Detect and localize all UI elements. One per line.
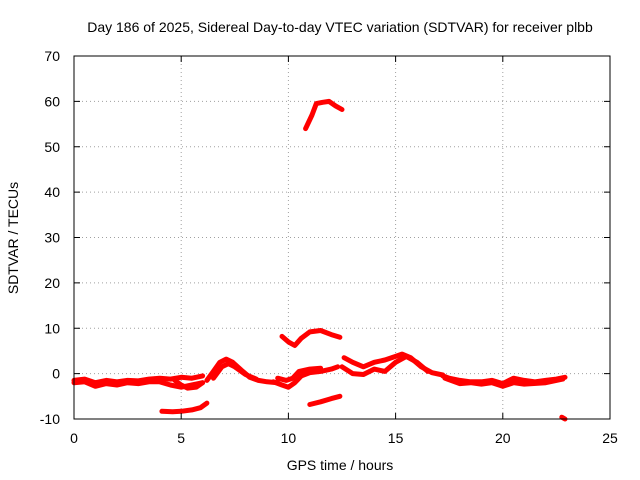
y-tick-label: 10 — [44, 320, 60, 336]
series-bump-10 — [279, 328, 343, 348]
y-axis-label: SDTVAR / TECUs — [5, 182, 21, 294]
axis-ticks — [73, 55, 611, 420]
y-tick-label: 30 — [44, 230, 60, 246]
x-tick-label: 20 — [495, 430, 511, 446]
series-mid-13-16-b — [339, 353, 431, 377]
series-dip-5-6 — [172, 377, 206, 391]
grid — [74, 56, 610, 419]
y-tick-label: 0 — [52, 366, 60, 382]
x-tick-label: 0 — [70, 430, 78, 446]
x-tick-label: 25 — [602, 430, 618, 446]
y-tick-label: 60 — [44, 93, 60, 109]
y-tick-label: 70 — [44, 48, 60, 64]
series-minus6-segment — [307, 393, 343, 407]
series-bump-60 — [303, 98, 345, 132]
y-tick-label: 50 — [44, 139, 60, 155]
y-tick-label: 20 — [44, 275, 60, 291]
series-baseline-early — [71, 373, 206, 386]
series-tail-17-21-b — [442, 375, 566, 389]
series-dip-10 — [270, 364, 341, 390]
x-axis-label: GPS time / hours — [287, 457, 394, 473]
y-tick-label: -10 — [40, 411, 60, 427]
y-tick-label: 40 — [44, 184, 60, 200]
x-tick-label: 5 — [177, 430, 185, 446]
series-dip-10-b — [275, 365, 324, 383]
y-tick-labels: -10 0 10 20 30 40 50 60 70 — [40, 48, 60, 427]
x-tick-labels: 0 5 10 15 20 25 — [70, 430, 618, 446]
series-group — [71, 98, 568, 422]
series-bump-7-b — [210, 361, 259, 382]
x-tick-label: 15 — [388, 430, 404, 446]
series-minus8-segment — [159, 400, 210, 415]
chart-title: Day 186 of 2025, Sidereal Day-to-day VTE… — [87, 19, 593, 35]
x-tick-label: 10 — [281, 430, 297, 446]
